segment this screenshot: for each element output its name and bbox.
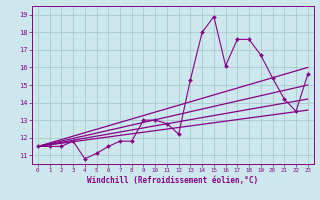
X-axis label: Windchill (Refroidissement éolien,°C): Windchill (Refroidissement éolien,°C): [87, 176, 258, 185]
